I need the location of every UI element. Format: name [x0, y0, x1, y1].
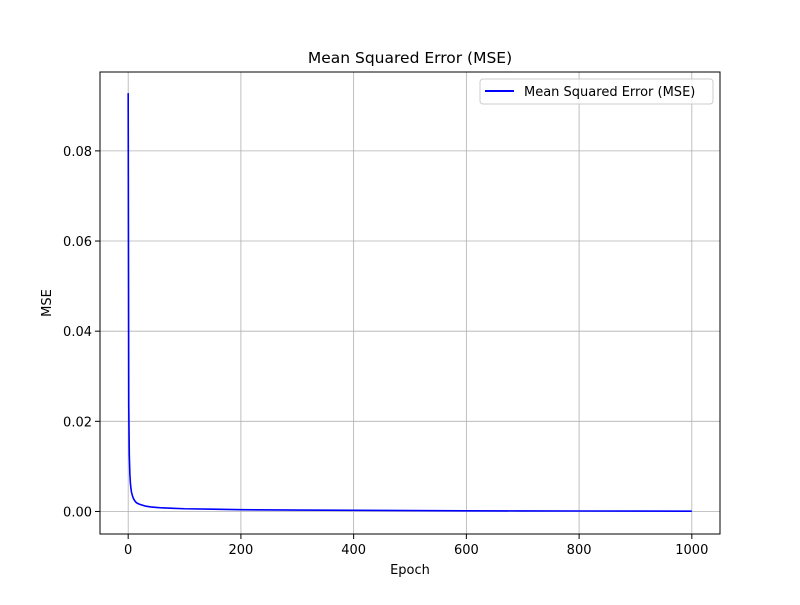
- x-tick-label: 800: [567, 543, 592, 558]
- x-tick-label: 600: [454, 543, 479, 558]
- y-tick-label: 0.02: [63, 415, 92, 430]
- x-tick-label: 0: [124, 543, 132, 558]
- y-tick-label: 0.04: [63, 325, 92, 340]
- y-tick-label: 0.00: [63, 505, 92, 520]
- legend-box: [479, 78, 714, 105]
- series-line-mse: [127, 93, 692, 512]
- x-tick-label: 1000: [675, 543, 708, 558]
- x-axis-label: Epoch: [390, 563, 430, 578]
- legend: Mean Squared Error (MSE): [479, 78, 714, 105]
- x-tick-label: 200: [228, 543, 253, 558]
- legend-entry-label: Mean Squared Error (MSE): [524, 85, 695, 100]
- grid-lines: [100, 72, 720, 534]
- y-axis-ticks: 0.00 0.02 0.04 0.06 0.08: [63, 145, 100, 520]
- y-axis-label: MSE: [40, 289, 55, 317]
- y-tick-label: 0.08: [63, 145, 92, 160]
- x-tick-label: 400: [341, 543, 366, 558]
- x-axis-ticks: 0 200 400 600 800 1000: [124, 534, 708, 558]
- series-layer: [127, 93, 692, 512]
- chart-title: Mean Squared Error (MSE): [308, 49, 512, 67]
- plot-area-frame: [99, 71, 721, 535]
- y-tick-label: 0.06: [63, 235, 92, 250]
